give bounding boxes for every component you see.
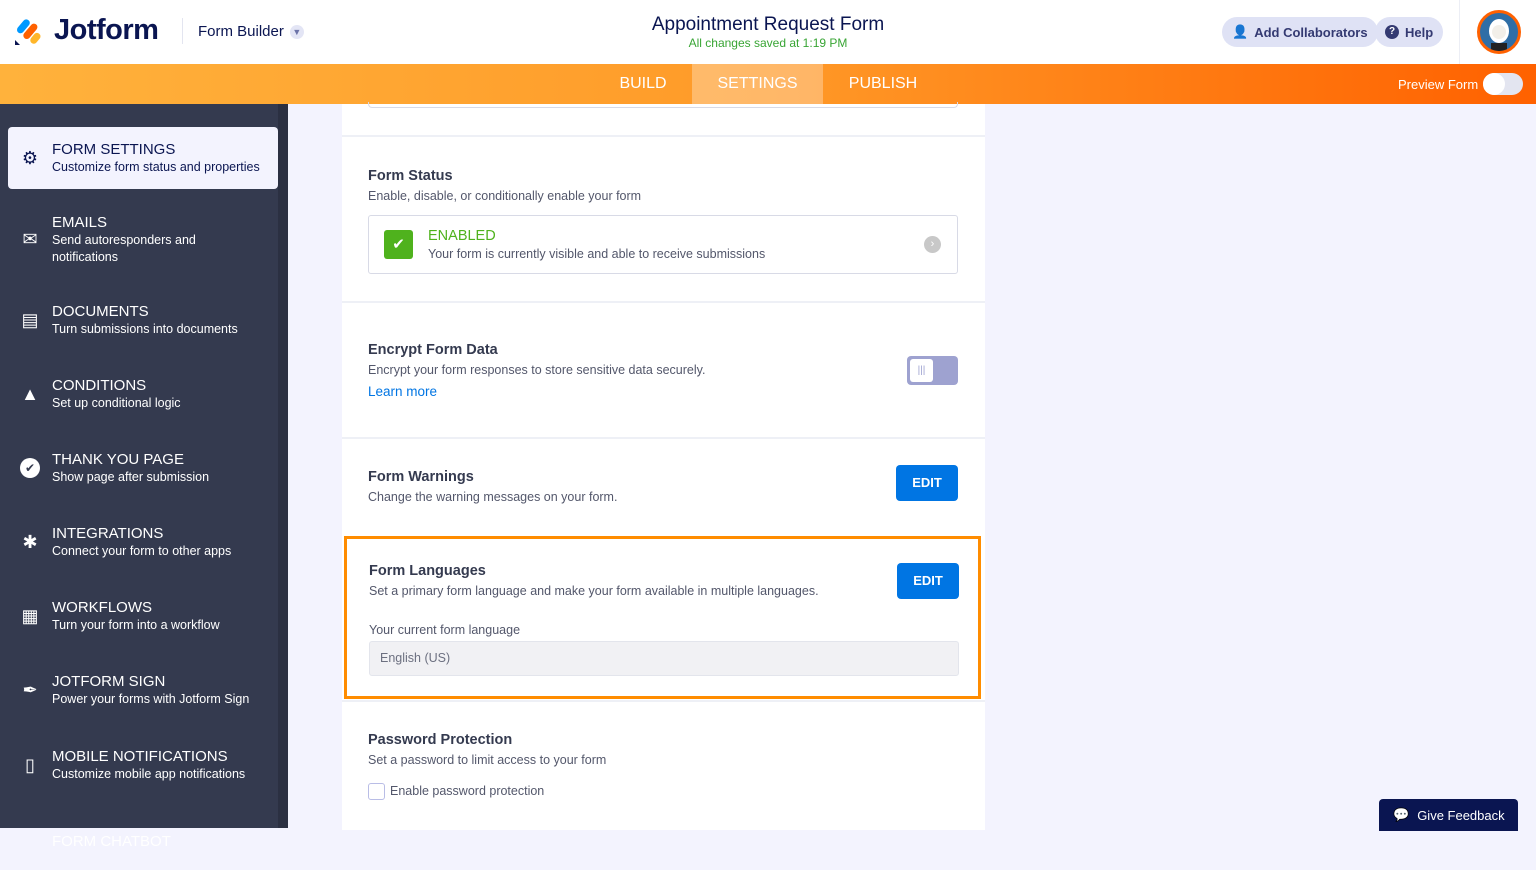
sidebar-item-title: DOCUMENTS [52,303,149,320]
sidebar-item-title: WORKFLOWS [52,599,152,616]
sidebar-item-desc: Turn submissions into documents [52,322,238,336]
enabled-icon: ✔ [384,230,413,259]
encrypt-toggle[interactable]: ||| [907,356,958,385]
form-warnings-section: Form Warnings Change the warning message… [342,437,985,535]
sidebar-item-title: CONDITIONS [52,377,147,394]
give-feedback-label: Give Feedback [1417,807,1505,823]
current-language-field: English (US) [369,641,959,676]
sidebar-item-documents[interactable]: ▤ DOCUMENTS Turn submissions into document… [8,289,278,351]
form-languages-edit-button[interactable]: EDIT [897,563,959,599]
pen-icon: ✒ [22,679,38,700]
form-warnings-title: Form Warnings [368,469,474,485]
sidebar-item-jotform-sign[interactable]: ✒ JOTFORM SIGN Power your forms with Jotfo… [8,659,278,721]
sidebar-item-title: MOBILE NOTIFICATIONS [52,748,228,765]
user-icon: 👤 [1232,24,1249,39]
form-title[interactable]: Appointment Request Form [651,14,885,35]
sidebar-item-title: INTEGRATIONS [52,525,164,542]
tab-build[interactable]: BUILD [619,75,667,92]
sidebar-item-title: JOTFORM SIGN [52,673,166,690]
tab-publish[interactable]: PUBLISH [848,75,918,92]
form-builder-label: Form Builder [198,23,284,40]
sidebar-item-title: THANK YOU PAGE [52,451,184,468]
sidebar-item-conditions[interactable]: ▲ CONDITIONS Set up conditional logic [8,363,278,425]
add-collaborators-label: Add Collaborators [1254,24,1368,40]
sidebar-item-title: EMAILS [52,214,108,231]
status-state: ENABLED [428,228,496,244]
give-feedback-button[interactable]: 💬 Give Feedback [1379,799,1518,831]
sidebar-item-desc: Send autoresponders and notifications [52,233,196,264]
sidebar-item-form-chatbot[interactable]: FORM CHATBOT [8,808,278,870]
top-header: Jotform Form Builder ▼ Appointment Reques… [0,0,1536,64]
sidebar-item-title: FORM SETTINGS [52,141,176,158]
conditions-icon: ▲ [21,383,39,404]
feedback-icon: 💬 [1393,807,1410,822]
status-state-desc: Your form is currently visible and able … [428,247,766,261]
toggle-handle-icon: ||| [910,359,933,382]
document-icon: ▤ [21,309,39,330]
form-status-section: Form Status Enable, disable, or conditio… [342,135,985,301]
password-section: Password Protection Set a password to li… [342,700,985,830]
add-collaborators-button[interactable]: 👤 Add Collaborators [1222,17,1378,47]
sidebar-item-desc: Set up conditional logic [52,396,181,410]
divider [1459,0,1460,64]
form-warnings-desc: Change the warning messages on your form… [368,490,618,504]
sidebar-item-desc: Customize mobile app notifications [52,767,246,781]
sidebar-item-desc: Show page after submission [52,470,210,484]
sidebar-item-emails[interactable]: ✉ EMAILS Send autoresponders and notificat… [8,208,278,270]
sidebar-item-desc: Connect your form to other apps [52,544,232,558]
password-checkbox[interactable] [368,783,385,800]
chevron-right-icon: › [924,236,941,253]
password-desc: Set a password to limit access to your f… [368,753,607,767]
save-status: All changes saved at 1:19 PM [688,36,848,50]
sidebar-item-thank-you-page[interactable]: ✔ THANK YOU PAGE Show page after submissio… [8,437,278,499]
sidebar-item-integrations[interactable]: ✱ INTEGRATIONS Connect your form to other … [8,511,278,573]
password-title: Password Protection [368,732,513,748]
encrypt-section: Encrypt Form Data Encrypt your form resp… [342,301,985,437]
preview-form-toggle[interactable] [1483,73,1523,95]
sidebar-item-form-settings[interactable]: ⚙ FORM SETTINGS Customize form status and … [8,127,278,189]
gear-icon: ⚙ [21,147,39,168]
tab-settings[interactable]: SETTINGS [692,64,823,104]
sidebar-item-desc: Customize form status and properties [52,160,260,174]
password-checkbox-label: Enable password protection [390,784,545,798]
divider [182,18,183,44]
preview-form-label: Preview Form [1398,77,1479,92]
form-warnings-edit-button[interactable]: EDIT [896,465,958,501]
jotform-logo[interactable]: Jotform [14,14,159,47]
help-button[interactable]: ? Help [1375,17,1444,47]
sidebar-item-workflows[interactable]: ▦ WORKFLOWS Turn your form into a workflow [8,585,278,647]
form-status-desc: Enable, disable, or conditionally enable… [368,189,642,203]
sidebar-item-desc: Turn your form into a workflow [52,618,220,632]
form-status-title: Form Status [368,168,453,184]
check-circle-icon: ✔ [20,458,40,478]
help-label: Help [1405,24,1434,40]
sidebar [0,104,288,828]
form-status-card[interactable]: ✔ ENABLED Your form is currently visible… [368,215,958,274]
sidebar-scrollbar[interactable] [278,104,288,828]
encrypt-desc: Encrypt your form responses to store sen… [368,363,706,377]
jotform-logo-icon [15,18,41,45]
form-languages-section: Form Languages Set a primary form langua… [344,536,981,699]
form-languages-title: Form Languages [369,563,486,579]
puzzle-icon: ✱ [22,531,38,552]
current-language-label: Your current form language [369,623,521,637]
form-builder-dropdown[interactable]: Form Builder ▼ [198,23,304,40]
sidebar-item-mobile-notifications[interactable]: ▯ MOBILE NOTIFICATIONS Customize mobile ap… [8,734,278,796]
chevron-down-icon: ▼ [289,24,304,39]
avatar[interactable] [1477,10,1521,54]
previous-field-edge [368,102,958,108]
envelope-icon: ✉ [22,228,38,249]
sidebar-item-desc: Power your forms with Jotform Sign [52,692,250,706]
sidebar-item-title: FORM CHATBOT [52,833,171,850]
nav-bar [0,64,1536,104]
workflow-icon: ▦ [21,605,39,626]
brand-name: Jotform [54,14,159,46]
question-icon: ? [1385,25,1399,39]
encrypt-title: Encrypt Form Data [368,342,498,358]
form-languages-desc: Set a primary form language and make you… [369,584,819,598]
learn-more-link[interactable]: Learn more [368,384,438,399]
mobile-icon: ▯ [25,754,35,775]
user-avatar-icon [1489,19,1509,51]
